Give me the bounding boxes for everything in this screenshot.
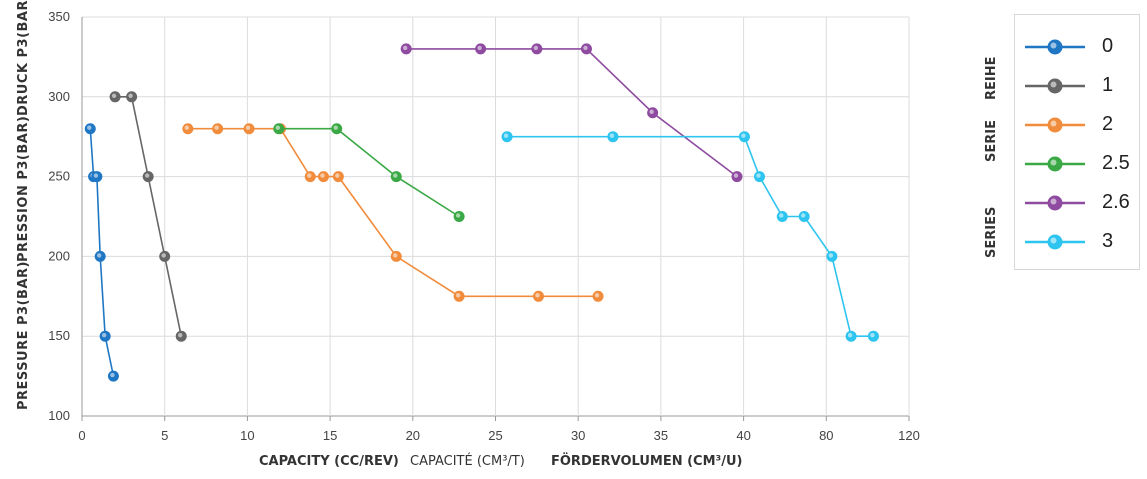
x-tick-label: 120 xyxy=(898,428,920,443)
x-tick-label: 15 xyxy=(323,428,337,443)
y-tick-label: 350 xyxy=(48,9,70,24)
series-point-highlight xyxy=(110,372,115,378)
x-tick-label: 80 xyxy=(819,428,833,443)
legend-title-serie: SERIE xyxy=(984,120,999,162)
x-tick-label: 20 xyxy=(406,428,420,443)
series-point-highlight xyxy=(594,293,600,298)
legend-label-2-5: 2.5 xyxy=(1102,152,1130,174)
series-point-highlight xyxy=(870,333,875,338)
y-axis-title-de: DRUCK P3(BAR) xyxy=(16,0,31,116)
series-line-3 xyxy=(507,135,874,338)
series-point-highlight xyxy=(87,125,92,130)
legend-label-3: 3 xyxy=(1102,230,1114,252)
series-point-highlight xyxy=(161,253,166,258)
x-axis-title-fr: CAPACITÉ (CM³/T) xyxy=(410,454,525,469)
series-point-highlight xyxy=(533,45,539,51)
x-tick-label: 30 xyxy=(571,428,585,443)
x-axis-title-en: CAPACITY (CC/REV) xyxy=(259,454,399,469)
y-tick-label: 100 xyxy=(48,408,70,423)
legend-title-reihe: REIHE xyxy=(984,56,999,101)
y-tick-label: 250 xyxy=(48,169,70,184)
series-point-highlight xyxy=(847,333,853,338)
x-axis-title-de: FÖRDERVOLUMEN (CM³/U) xyxy=(551,454,743,469)
series-line-1 xyxy=(115,96,183,337)
series-line-2-5 xyxy=(278,127,460,218)
x-tick-label: 40 xyxy=(736,428,750,443)
series-point-highlight xyxy=(455,213,461,218)
y-tick-label: 200 xyxy=(48,248,70,263)
x-tick-label: 5 xyxy=(161,428,168,443)
legend-label-2: 2 xyxy=(1102,113,1114,135)
series-point-highlight xyxy=(393,173,398,178)
legend-marker-highlight xyxy=(1050,237,1057,244)
legend: 0 1 2 2.5 2.6 3 xyxy=(1014,14,1140,270)
series-point-highlight xyxy=(800,213,806,218)
series-point-highlight xyxy=(733,173,739,178)
legend-label-2-6: 2.6 xyxy=(1102,191,1130,213)
series-point-highlight xyxy=(335,173,340,178)
series-point-highlight xyxy=(144,173,150,178)
series-point-highlight xyxy=(503,133,509,138)
y-tick-label: 150 xyxy=(48,328,70,343)
series-point-highlight xyxy=(178,333,183,338)
y-tick-label: 300 xyxy=(48,89,70,104)
y-axis-title-en: PRESSURE P3(BAR) xyxy=(16,261,31,410)
series-point-highlight xyxy=(609,133,615,138)
series-point-highlight xyxy=(649,109,654,114)
series-point-highlight xyxy=(741,133,746,138)
series-point-highlight xyxy=(93,173,99,178)
legend-label-1: 1 xyxy=(1102,74,1114,96)
series-point-highlight xyxy=(214,125,219,130)
series-point-highlight xyxy=(828,253,834,258)
series-point-highlight xyxy=(393,253,398,258)
series-point-highlight xyxy=(96,253,102,258)
series-point-highlight xyxy=(756,173,761,178)
series-line-2-6 xyxy=(406,48,738,178)
series-line-0 xyxy=(89,128,115,377)
legend-markers xyxy=(1025,39,1085,250)
series-point-highlight xyxy=(101,333,107,338)
x-tick-label: 10 xyxy=(240,428,254,443)
series-point-highlight xyxy=(477,45,482,51)
series-point-highlight xyxy=(245,125,251,130)
series-point-highlight xyxy=(583,45,588,51)
legend-title-series: SERIES xyxy=(984,206,999,258)
series-point-highlight xyxy=(128,93,133,99)
legend-marker-highlight xyxy=(1050,42,1057,49)
legend-label-0: 0 xyxy=(1102,35,1114,57)
series-point-highlight xyxy=(333,125,338,130)
x-tick-label: 0 xyxy=(78,428,85,443)
series-point-highlight xyxy=(275,125,281,130)
series-point-highlight xyxy=(111,93,117,99)
series-line-2 xyxy=(187,127,599,298)
legend-marker-highlight xyxy=(1050,120,1057,127)
x-tick-label: 35 xyxy=(654,428,668,443)
x-tick-label: 25 xyxy=(488,428,502,443)
series-point-highlight xyxy=(455,293,461,298)
legend-marker-highlight xyxy=(1050,159,1057,166)
legend-marker-highlight xyxy=(1050,81,1057,88)
y-axis-title-fr: PRESSION P3(BAR) xyxy=(16,115,31,262)
series-point-highlight xyxy=(307,173,312,178)
series-point-highlight xyxy=(779,213,784,218)
series-point-highlight xyxy=(184,125,190,130)
series-point-highlight xyxy=(535,293,540,298)
legend-marker-highlight xyxy=(1050,198,1057,205)
series-point-highlight xyxy=(402,45,408,51)
series-point-highlight xyxy=(320,173,325,178)
